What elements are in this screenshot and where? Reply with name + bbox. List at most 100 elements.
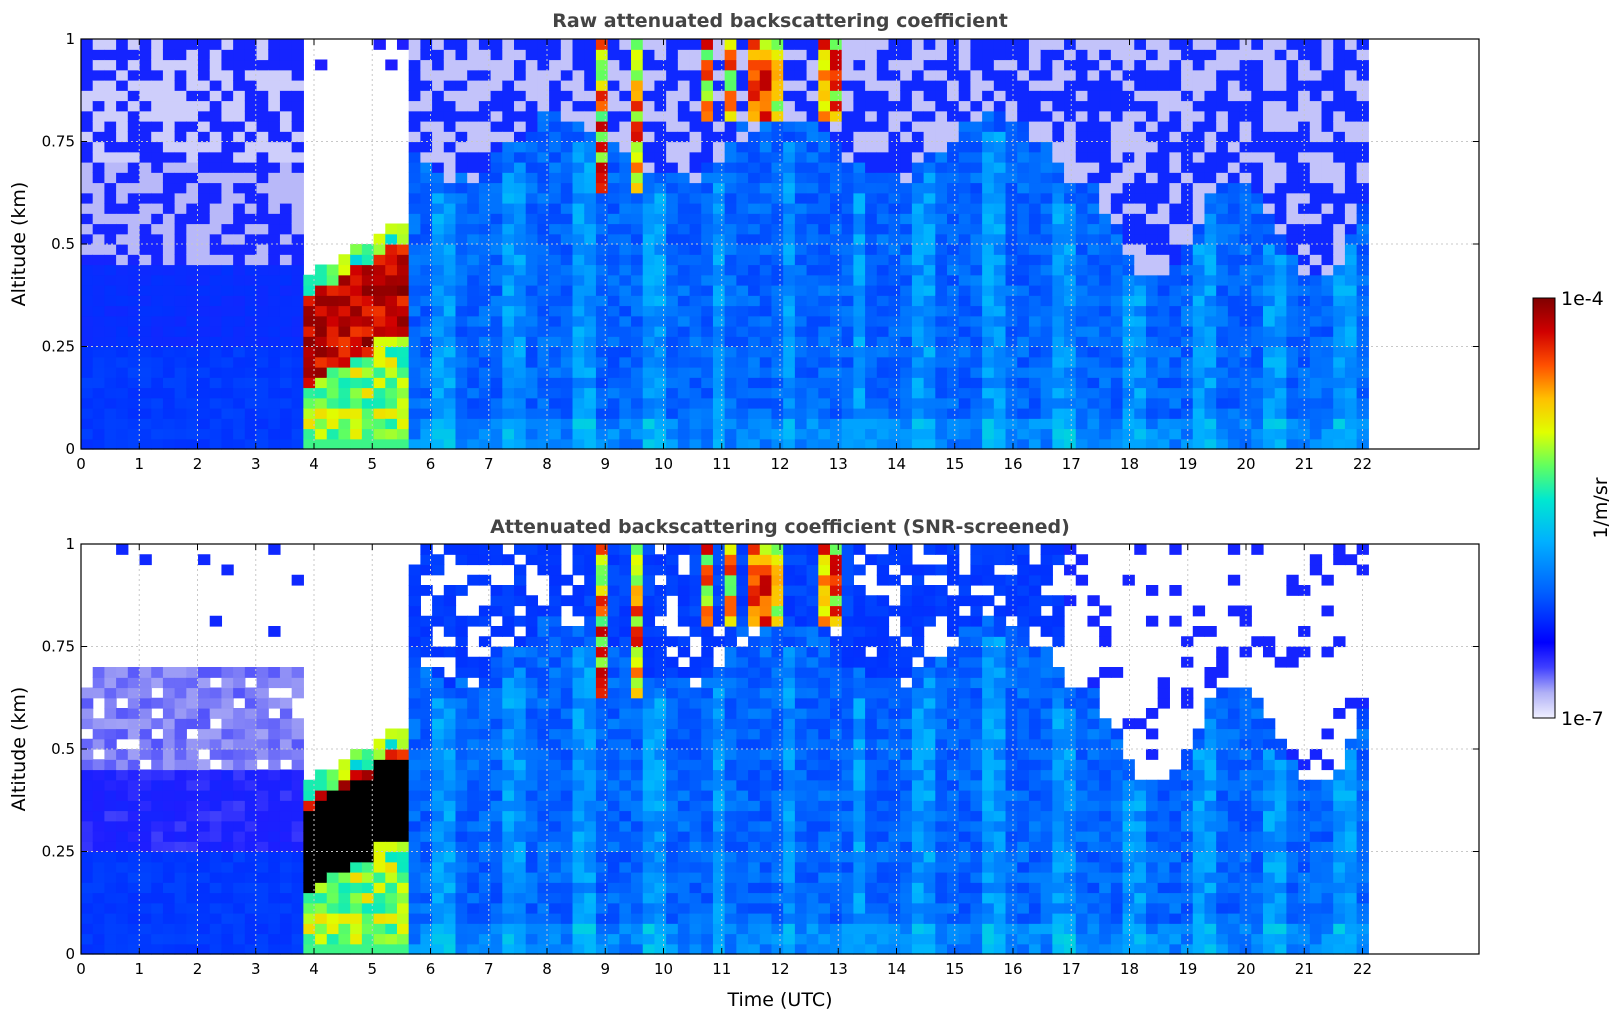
heatmap-cell [244,162,258,173]
heatmap-cell [1134,377,1147,389]
heatmap-cell [139,141,152,153]
heatmap-cell [490,244,503,255]
heatmap-cell [993,100,1007,112]
heatmap-cell [829,162,843,173]
heatmap-cell [127,377,141,389]
heatmap-cell [970,356,983,368]
heatmap-cell [326,902,340,914]
heatmap-cell [642,59,656,71]
heatmap-cell [1181,346,1194,358]
heatmap-cell [198,315,211,327]
heatmap-cell [1157,233,1170,245]
heatmap-cell [233,397,246,409]
heatmap-cell [677,295,691,307]
heatmap-cell [502,356,515,368]
heatmap-cell [666,69,679,81]
heatmap-cell [1017,336,1030,348]
heatmap-cell [1192,141,1206,153]
heatmap-cell [1274,418,1287,430]
heatmap-cell [326,377,340,389]
heatmap-cell [666,141,679,153]
heatmap-cell [467,346,480,358]
heatmap-cell [1040,39,1053,50]
heatmap-cell [455,223,468,235]
heatmap-cell [923,131,936,143]
heatmap-cell [1157,131,1170,143]
heatmap-cell [104,192,117,204]
heatmap-cell [631,49,644,61]
heatmap-cell [1122,387,1135,399]
heatmap-cell [958,285,972,296]
heatmap-cell [502,387,515,399]
heatmap-cell [642,49,656,61]
heatmap-cell [1157,192,1170,204]
heatmap-cell [81,902,94,914]
heatmap-cell [1028,192,1042,204]
heatmap-cell [748,59,761,71]
heatmap-cell [291,718,304,730]
heatmap-cell [748,39,761,50]
heatmap-cell [947,131,960,143]
heatmap-cell [818,131,831,143]
heatmap-cell [595,141,609,153]
heatmap-cell [1239,192,1252,204]
heatmap-cell [198,851,211,863]
heatmap-cell [1099,377,1112,389]
heatmap-cell [1169,131,1182,143]
heatmap-cell [490,213,503,225]
heatmap-cell [139,892,152,904]
heatmap-cell [162,397,176,409]
heatmap-cell [268,367,281,378]
heatmap-cell [326,274,340,286]
heatmap-cell [490,49,503,61]
heatmap-cell [408,408,421,419]
heatmap-cell [92,305,105,317]
heatmap-cell [1028,49,1042,61]
heatmap-cell [385,438,398,450]
heatmap-cell [408,336,421,348]
heatmap-cell [104,100,117,112]
heatmap-cell [268,233,281,245]
heatmap-cell [1087,356,1100,368]
heatmap-cell [1005,377,1018,389]
heatmap-cell [1274,151,1287,163]
heatmap-cell [1134,244,1147,255]
heatmap-cell [420,172,433,184]
heatmap-cell [116,790,129,801]
heatmap-cell [81,49,94,61]
heatmap-cell [151,80,164,91]
heatmap-cell [186,131,199,143]
heatmap-cell [315,810,328,822]
heatmap-cell [490,418,503,430]
heatmap-cell [572,264,585,276]
heatmap-cell [1052,418,1065,430]
heatmap-cell [806,151,819,163]
heatmap-cell [443,295,457,307]
heatmap-cell [303,326,316,337]
heatmap-cell [151,213,164,225]
heatmap-cell [1286,182,1299,194]
heatmap-cell [958,90,972,102]
heatmap-cell [92,244,105,255]
y-tick-label: 1 [65,30,75,48]
heatmap-cell [572,326,585,337]
heatmap-cell [619,305,632,317]
heatmap-cell [1204,254,1217,266]
heatmap-cell [560,346,574,358]
heatmap-cell [525,69,539,81]
heatmap-cell [350,810,363,822]
heatmap-cell [947,408,960,419]
heatmap-cell [1344,49,1358,61]
heatmap-cell [736,131,749,143]
heatmap-cell [127,810,141,822]
heatmap-cell [92,718,105,730]
heatmap-cell [537,326,550,337]
heatmap-cell [116,121,129,132]
heatmap-cell [1052,285,1065,296]
heatmap-cell [654,213,667,225]
heatmap-cell [642,367,656,378]
heatmap-cell [1064,49,1077,61]
heatmap-cell [92,769,105,781]
heatmap-cell [829,274,843,286]
heatmap-cell [361,397,375,409]
